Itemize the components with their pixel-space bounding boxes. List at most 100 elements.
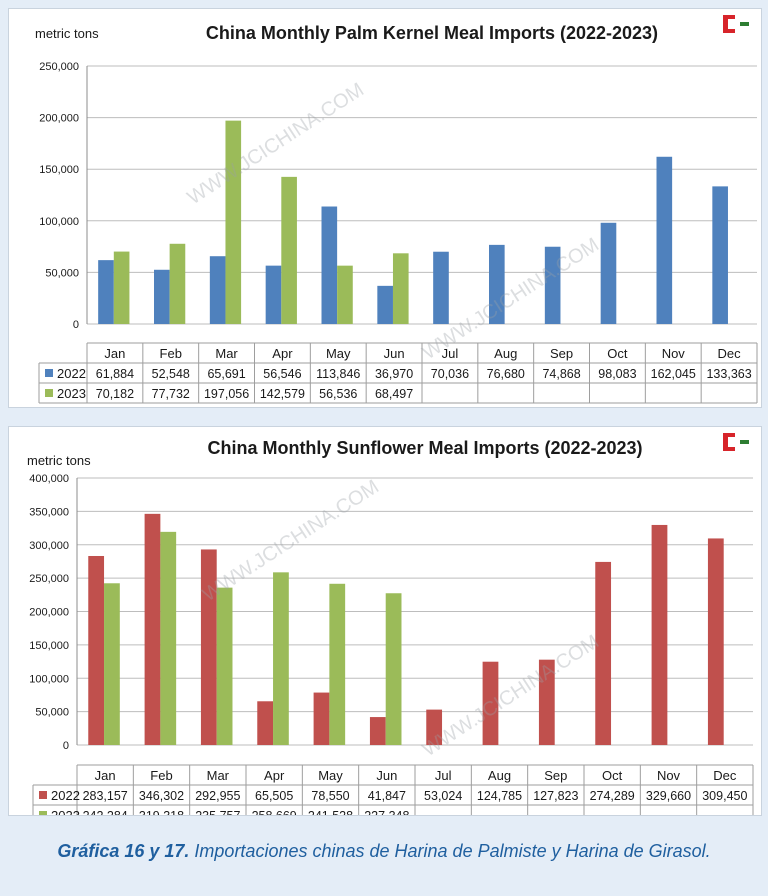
- data-label: 162,045: [651, 367, 696, 381]
- x-tick-label: Aug: [488, 768, 511, 783]
- bar-2022-jul: [426, 709, 443, 745]
- y-tick-label: 150,000: [39, 164, 79, 176]
- y-tick-label: 50,000: [45, 267, 79, 279]
- bar-2022-may: [313, 692, 330, 745]
- data-label: 65,691: [207, 367, 245, 381]
- chart-title: China Monthly Sunflower Meal Imports (20…: [207, 438, 642, 458]
- chart-title: China Monthly Palm Kernel Meal Imports (…: [206, 23, 658, 43]
- bar-2023-mar: [216, 587, 233, 745]
- data-label: 292,955: [195, 789, 240, 803]
- x-tick-label: Apr: [264, 768, 285, 783]
- y-tick-label: 300,000: [29, 540, 69, 552]
- y-tick-label: 0: [73, 319, 79, 331]
- watermark: WWW.JCICHINA.COM: [419, 631, 603, 761]
- palm-kernel-chart: China Monthly Palm Kernel Meal Imports (…: [35, 15, 758, 404]
- data-label: 53,024: [424, 789, 462, 803]
- sunflower-chart: China Monthly Sunflower Meal Imports (20…: [27, 433, 754, 815]
- caption-text: Importaciones chinas de Harina de Palmis…: [189, 841, 711, 861]
- legend-swatch-2023: [45, 389, 53, 397]
- logo-bar-red: [723, 15, 728, 33]
- watermark: WWW.JCICHINA.COM: [199, 476, 383, 606]
- logo-dash-green: [740, 22, 749, 26]
- y-tick-label: 100,000: [29, 673, 69, 685]
- bar-2022-oct: [595, 561, 612, 745]
- data-label: 41,847: [368, 789, 406, 803]
- legend-label-2023: 2023: [57, 386, 86, 401]
- bar-2022-sep: [544, 246, 561, 324]
- logo-bar-red: [723, 433, 728, 451]
- x-tick-label: Dec: [718, 346, 742, 361]
- x-tick-label: Apr: [272, 346, 293, 361]
- bar-2022-jun: [377, 285, 393, 324]
- data-label: 329,660: [646, 789, 691, 803]
- bar-2023-may: [329, 583, 346, 745]
- data-label: 274,289: [590, 789, 635, 803]
- bar-2022-jan: [88, 555, 105, 745]
- x-tick-label: Dec: [713, 768, 737, 783]
- x-tick-label: Mar: [207, 768, 230, 783]
- data-label: 258,669: [252, 809, 297, 815]
- data-label: 61,884: [96, 367, 134, 381]
- bar-2022-oct: [600, 222, 617, 324]
- x-tick-label: Jul: [442, 346, 459, 361]
- x-tick-label: Feb: [160, 346, 182, 361]
- x-tick-label: Nov: [657, 768, 681, 783]
- bar-2022-mar: [200, 549, 217, 745]
- bar-2022-jul: [433, 251, 449, 324]
- bar-2022-nov: [651, 524, 668, 745]
- x-tick-label: Mar: [215, 346, 238, 361]
- legend-label-2022: 2022: [57, 366, 86, 381]
- legend-swatch-2022: [45, 369, 53, 377]
- bar-2022-apr: [265, 265, 282, 324]
- bar-2022-dec: [712, 186, 728, 324]
- data-label: 197,056: [204, 387, 249, 401]
- bar-2023-apr: [281, 176, 297, 324]
- data-label: 74,868: [542, 367, 580, 381]
- x-tick-label: Jan: [104, 346, 125, 361]
- data-label: 70,036: [431, 367, 469, 381]
- bar-2023-apr: [273, 572, 289, 745]
- y-tick-label: 150,000: [29, 640, 69, 652]
- data-label: 133,363: [706, 367, 751, 381]
- data-label: 77,732: [152, 387, 190, 401]
- logo-top-red: [723, 15, 735, 19]
- bar-2022-mar: [209, 256, 226, 324]
- bar-2022-dec: [707, 538, 724, 745]
- logo-bottom-red: [723, 29, 735, 33]
- bar-2022-aug: [482, 661, 499, 745]
- x-tick-label: Sep: [544, 768, 567, 783]
- legend-swatch-2022: [39, 791, 47, 799]
- data-label: 242,284: [83, 809, 128, 815]
- jci-logo: [723, 15, 749, 33]
- bar-2022-jun: [369, 717, 386, 745]
- x-tick-label: May: [326, 346, 351, 361]
- data-label: 76,680: [487, 367, 525, 381]
- bar-2022-jan: [98, 260, 114, 324]
- x-tick-label: May: [318, 768, 343, 783]
- jci-logo: [723, 433, 749, 451]
- logo-bottom-red: [723, 447, 735, 451]
- data-label: 346,302: [139, 789, 184, 803]
- x-tick-label: Jun: [384, 346, 405, 361]
- bar-2022-feb: [144, 513, 161, 745]
- data-label: 241,528: [308, 809, 353, 815]
- y-tick-label: 400,000: [29, 473, 69, 485]
- legend-label-2022: 2022: [51, 788, 80, 803]
- x-tick-label: Jan: [95, 768, 116, 783]
- bar-2023-jan: [104, 583, 120, 745]
- data-label: 65,505: [255, 789, 293, 803]
- x-tick-label: Feb: [150, 768, 172, 783]
- palm-kernel-chart-panel: China Monthly Palm Kernel Meal Imports (…: [8, 8, 762, 408]
- y-tick-label: 100,000: [39, 216, 79, 228]
- y-tick-label: 200,000: [29, 607, 69, 619]
- bar-2022-apr: [257, 701, 274, 745]
- data-label: 124,785: [477, 789, 522, 803]
- bar-2022-nov: [656, 156, 673, 324]
- y-tick-label: 250,000: [29, 573, 69, 585]
- data-label: 113,846: [316, 367, 360, 381]
- data-label: 319,318: [139, 809, 184, 815]
- bar-2022-aug: [489, 244, 505, 324]
- data-label: 227,348: [364, 809, 409, 815]
- units-label: metric tons: [35, 26, 99, 41]
- x-tick-label: Nov: [662, 346, 686, 361]
